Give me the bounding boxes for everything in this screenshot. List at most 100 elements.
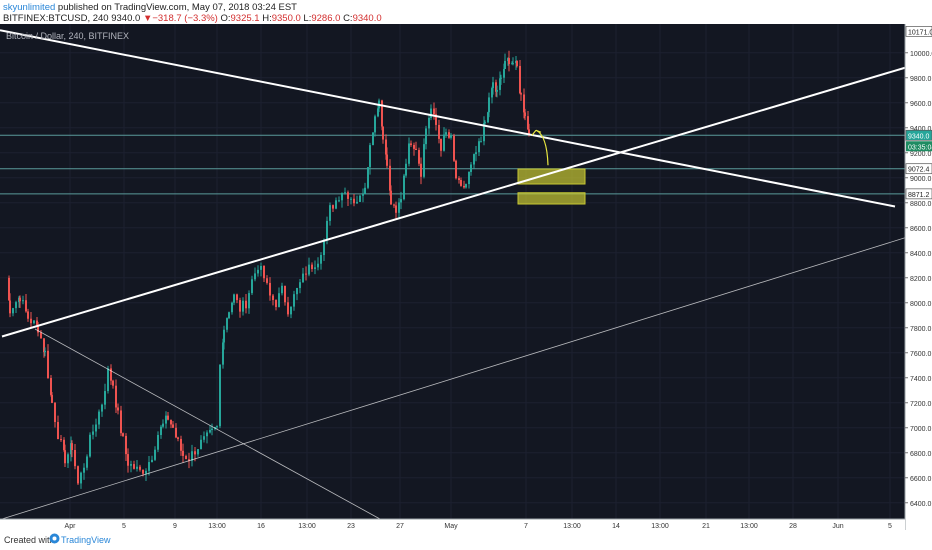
candle-body — [77, 466, 79, 484]
candle-body — [433, 108, 435, 115]
candle-body — [162, 423, 164, 427]
support-zone — [517, 192, 586, 205]
candle-body — [356, 201, 358, 204]
price-level-label: 9340.0 — [908, 133, 930, 140]
trendline-lower-ascending[interactable] — [1, 237, 906, 520]
candle-body — [248, 293, 250, 309]
candle-body — [25, 300, 27, 312]
candle-body — [43, 338, 45, 353]
price-tick-label: 7000.0 — [910, 426, 932, 433]
time-tick-label: 13:00 — [208, 523, 226, 530]
candle-body — [445, 132, 447, 135]
time-tick-label: 23 — [347, 523, 355, 530]
candle-body — [80, 472, 82, 484]
candle-body — [332, 205, 334, 209]
trendline-ascending-support[interactable] — [1, 66, 906, 338]
candle-body — [216, 426, 218, 428]
candle-body — [185, 455, 187, 460]
candle-body — [520, 93, 522, 95]
candle-body — [359, 195, 361, 202]
price-level-badge — [905, 163, 932, 175]
author-link[interactable]: skyunlimited — [3, 2, 56, 13]
candle-body — [57, 422, 59, 440]
created-with-text: Created with — [4, 535, 55, 545]
price-axis[interactable]: 6400.0 6600.0 6800.0 7000.0 7200.0 7400.0 7600… — [904, 24, 932, 530]
countdown-badge — [906, 141, 932, 152]
trendline-descending-resistance[interactable] — [0, 29, 896, 208]
candle-body — [223, 329, 225, 343]
tradingview-brand[interactable]: TradingView — [61, 535, 111, 545]
candle-body — [496, 89, 498, 92]
price-chart[interactable]: Bitcoin / Dollar, 240, BITFINEX 6400.0 66… — [0, 24, 932, 530]
candle-body — [257, 269, 259, 274]
trendline-lower-descending[interactable] — [34, 328, 381, 520]
time-tick-label: 7 — [524, 523, 528, 530]
ohlc-close-label: C: — [343, 13, 353, 24]
candle-body — [487, 112, 489, 123]
price-level-badge — [905, 129, 932, 141]
price-tick-label: 9200.0 — [910, 151, 932, 158]
candle-body — [222, 342, 224, 365]
projection-arrow — [531, 129, 549, 166]
time-tick-label: May — [444, 523, 458, 530]
candle-body — [478, 141, 480, 153]
price-tick-label: 9400.0 — [910, 126, 932, 133]
candle-body — [36, 320, 38, 325]
candle-body — [353, 198, 355, 204]
candle-body — [443, 134, 445, 151]
candle-body — [226, 318, 228, 330]
candle-body — [160, 426, 162, 435]
ohlc-high: 9350.0 — [271, 13, 301, 24]
price-tick-label: 9600.0 — [910, 101, 932, 108]
candle-body — [101, 404, 103, 412]
candle-body — [188, 459, 190, 461]
candle-body — [390, 190, 392, 205]
candle-body — [148, 462, 150, 471]
candle-body — [381, 100, 383, 127]
candle-body — [19, 297, 21, 302]
down-arrow-icon: ▼ — [142, 13, 153, 24]
candle-body — [40, 332, 42, 339]
candle-body — [8, 277, 10, 301]
time-tick-label: 14 — [612, 523, 620, 530]
candle-body — [120, 410, 122, 434]
candle-body — [460, 179, 462, 186]
candle-body — [508, 58, 510, 65]
candle-body — [484, 122, 486, 124]
candle-body — [473, 154, 475, 165]
ohlc-low: 9286.0 — [311, 13, 341, 24]
time-tick-label: 5 — [888, 523, 892, 530]
price-tick-label: 7800.0 — [910, 326, 932, 333]
candle-body — [110, 368, 112, 381]
candle-body — [395, 205, 397, 213]
chart-header: skyunlimited published on TradingView.co… — [0, 0, 932, 24]
candle-body — [167, 415, 169, 420]
candle-body — [418, 150, 420, 164]
price-tick-label: 8400.0 — [910, 251, 932, 258]
price-tick-label: 6800.0 — [910, 451, 932, 458]
candle-body — [341, 192, 343, 201]
candle-body — [22, 300, 24, 302]
candle-body — [458, 178, 460, 180]
candle-body — [263, 265, 265, 279]
candle-body — [364, 187, 366, 195]
candle-body — [107, 368, 109, 392]
trendlines[interactable] — [0, 29, 906, 520]
candle-body — [475, 152, 477, 155]
candle-body — [495, 82, 497, 92]
candle-body — [122, 433, 124, 436]
candle-body — [245, 300, 247, 309]
candle-body — [89, 434, 91, 457]
time-tick-label: 13:00 — [563, 523, 581, 530]
time-axis[interactable]: Apr 5 9 13:00 16 13:00 23 27 May 7 13:00 14 13:00 21 1… — [0, 518, 905, 530]
price-level-badge — [905, 188, 932, 200]
candle-body — [413, 144, 415, 149]
candle-body — [142, 469, 144, 474]
candle-body — [170, 419, 172, 425]
candle-body — [320, 255, 322, 264]
candle-body — [311, 264, 313, 269]
candle-body — [504, 60, 506, 70]
price-tick-label: 8000.0 — [910, 301, 932, 308]
candle-body — [470, 164, 472, 172]
candle-body — [115, 385, 117, 408]
